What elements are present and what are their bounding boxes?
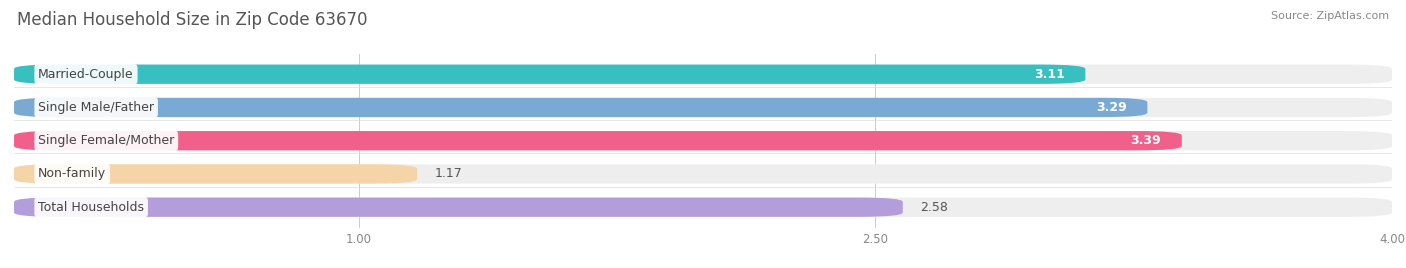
FancyBboxPatch shape bbox=[14, 131, 1182, 150]
Text: 1.17: 1.17 bbox=[434, 168, 463, 180]
Text: 3.39: 3.39 bbox=[1130, 134, 1161, 147]
FancyBboxPatch shape bbox=[14, 65, 1392, 84]
FancyBboxPatch shape bbox=[14, 65, 1085, 84]
Text: Single Male/Father: Single Male/Father bbox=[38, 101, 155, 114]
FancyBboxPatch shape bbox=[14, 198, 1392, 217]
FancyBboxPatch shape bbox=[14, 198, 903, 217]
FancyBboxPatch shape bbox=[14, 98, 1147, 117]
FancyBboxPatch shape bbox=[14, 131, 1392, 150]
Text: Total Households: Total Households bbox=[38, 201, 145, 214]
Text: Non-family: Non-family bbox=[38, 168, 107, 180]
Text: 3.29: 3.29 bbox=[1095, 101, 1126, 114]
Text: 2.58: 2.58 bbox=[920, 201, 948, 214]
FancyBboxPatch shape bbox=[14, 98, 1392, 117]
Text: Median Household Size in Zip Code 63670: Median Household Size in Zip Code 63670 bbox=[17, 11, 367, 29]
Text: Married-Couple: Married-Couple bbox=[38, 68, 134, 81]
Text: Source: ZipAtlas.com: Source: ZipAtlas.com bbox=[1271, 11, 1389, 21]
Text: Single Female/Mother: Single Female/Mother bbox=[38, 134, 174, 147]
FancyBboxPatch shape bbox=[14, 164, 418, 184]
FancyBboxPatch shape bbox=[14, 164, 1392, 184]
Text: 3.11: 3.11 bbox=[1033, 68, 1064, 81]
